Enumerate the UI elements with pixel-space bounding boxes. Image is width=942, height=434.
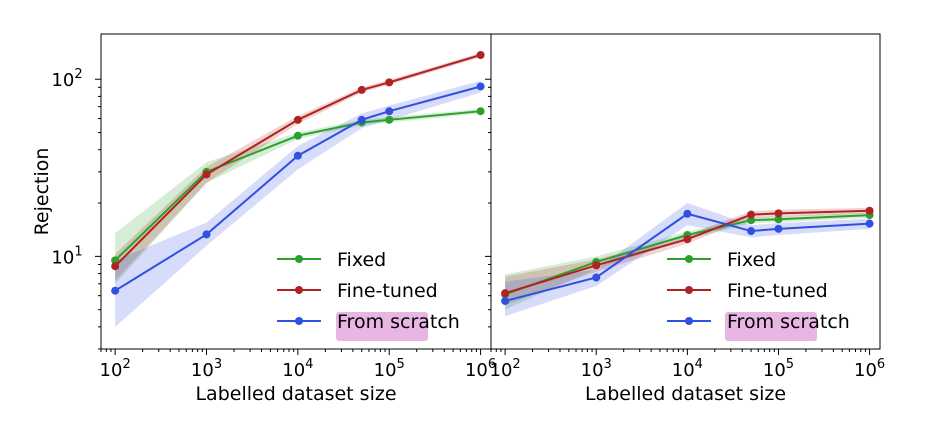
y-axis-label: Rejection [31,148,53,236]
legend-swatch-marker [295,255,303,263]
data-point [774,224,783,233]
y-tick-label: 102 [51,67,82,91]
legend-swatch-marker [685,255,693,263]
data-point [501,296,510,305]
series-line [114,54,481,267]
data-point [774,215,783,224]
data-point [202,170,211,179]
highlight-marker [336,312,428,341]
legend-swatch-marker [295,317,303,325]
legend-label: From scratch [727,311,850,333]
data-point [357,85,366,94]
series-line [504,209,870,295]
x-tick-label: 106 [465,357,496,381]
data-point [476,82,485,91]
data-point [111,262,120,271]
data-point [111,256,120,265]
chart-panel-1: 102 103 104 105 106 101 102 Labelled dataset si… [31,33,496,405]
x-tick-label: 104 [282,357,313,381]
chart-panel-2: 102 103 104 105 106 Labelled dataset size Fixe… [485,33,885,405]
legend-label: Fine-tuned [727,280,828,302]
legend-swatch-marker [295,286,303,294]
x-tick-label: 105 [763,357,794,381]
x-tick-label: 105 [374,357,405,381]
x-tick-label: 102 [490,357,521,381]
data-point [357,115,366,124]
series-line [504,212,870,302]
x-tick-label: 102 [100,357,131,381]
x-tick-label: 104 [672,357,703,381]
data-point [683,209,692,218]
x-axis-label: Labelled dataset size [195,383,396,405]
series-line [114,85,481,292]
data-point [501,289,510,298]
data-point [774,209,783,218]
data-point [592,261,601,270]
series-band [115,108,481,284]
data-point [747,216,756,225]
data-point [476,51,485,60]
legend-label: Fine-tuned [337,280,438,302]
data-point [385,78,394,87]
data-point [683,235,692,244]
data-point [293,151,302,160]
highlight-marker [725,312,817,341]
x-tick-label: 103 [581,357,612,381]
y-tick-label: 101 [51,244,82,268]
x-tick-label: 106 [854,357,885,381]
data-point [592,273,601,282]
plot-frame [490,33,881,350]
legend-swatch-marker [685,317,693,325]
legend-swatch-marker [685,286,693,294]
data-point [385,107,394,116]
data-point [293,131,302,140]
legend-label: Fixed [337,249,386,271]
data-point [747,210,756,219]
data-point [865,219,874,228]
data-point [865,206,874,215]
data-point [385,115,394,124]
data-point [747,227,756,236]
data-point [476,107,485,116]
data-point [293,115,302,124]
legend-label: From scratch [337,311,460,333]
legend-label: Fixed [727,249,776,271]
data-point [202,230,211,239]
x-axis-label: Labelled dataset size [585,383,786,405]
series-line [114,110,481,262]
x-tick-label: 103 [191,357,222,381]
data-point [111,286,120,295]
